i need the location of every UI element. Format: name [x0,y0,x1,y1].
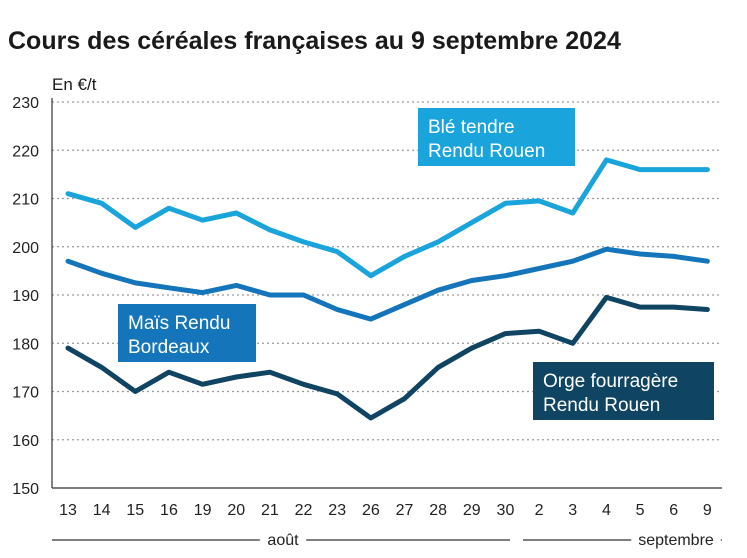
series-layer [65,157,710,421]
x-tick-label: 4 [602,502,611,519]
series-label-0: Blé tendre Rendu Rouen [418,108,575,166]
x-tick-label: 29 [463,502,481,519]
y-tick-label: 210 [12,192,39,209]
x-tick-label: 21 [261,502,279,519]
x-tick-label: 22 [295,502,313,519]
month-group-1: septembre [523,532,722,549]
y-tick-label: 200 [12,240,39,257]
x-tick-label: 23 [328,502,346,519]
series-label-2: Orge fourragère Rendu Rouen [533,362,714,420]
x-tick-label: 20 [227,502,245,519]
x-tick-label: 5 [636,502,645,519]
x-tick-label: 27 [396,502,414,519]
series-line-1 [65,246,710,322]
x-tick-label: 28 [429,502,447,519]
y-tick-label: 160 [12,433,39,450]
x-tick-label: 9 [703,502,712,519]
x-tick-label: 13 [59,502,77,519]
y-tick-label: 150 [12,481,39,498]
chart-title: Cours des céréales françaises au 9 septe… [8,27,621,55]
y-tick-label: 220 [12,143,39,160]
y-tick-label: 190 [12,288,39,305]
month-layer: août septembre [52,532,722,549]
series-label-text: Maïs Rendu [128,313,230,334]
series-label-box [118,304,256,362]
series-label-text: Rendu Rouen [543,395,660,416]
x-tick-label: 6 [669,502,678,519]
x-tick-label: 2 [535,502,544,519]
x-tick-label: 30 [497,502,515,519]
y-tick-label: 170 [12,385,39,402]
month-label: septembre [638,532,714,549]
y-tick-label: 180 [12,336,39,353]
series-label-text: Blé tendre [428,117,515,138]
y-tick-label: 230 [12,95,39,112]
series-label-text: Orge fourragère [543,371,678,392]
y-axis-unit: En €/t [52,75,97,94]
x-tick-label: 3 [568,502,577,519]
series-label-text: Rendu Rouen [428,141,545,162]
x-tick-label: 19 [194,502,212,519]
series-label-text: Bordeaux [128,337,210,358]
month-label: août [267,532,299,549]
x-tick-label: 26 [362,502,380,519]
month-group-0: août [52,532,510,549]
series-label-1: Maïs Rendu Bordeaux [118,304,256,362]
series-line-2 [65,294,710,421]
x-tick-label: 16 [160,502,178,519]
series-label-box [533,362,714,420]
x-tick-label: 14 [93,502,111,519]
x-tick-label: 15 [126,502,144,519]
series-line-0 [65,157,710,279]
series-label-layer: Blé tendre Rendu Rouen Maïs Rendu Bordeaux O… [118,108,714,420]
grid-layer [52,101,722,441]
series-label-box [418,108,575,166]
